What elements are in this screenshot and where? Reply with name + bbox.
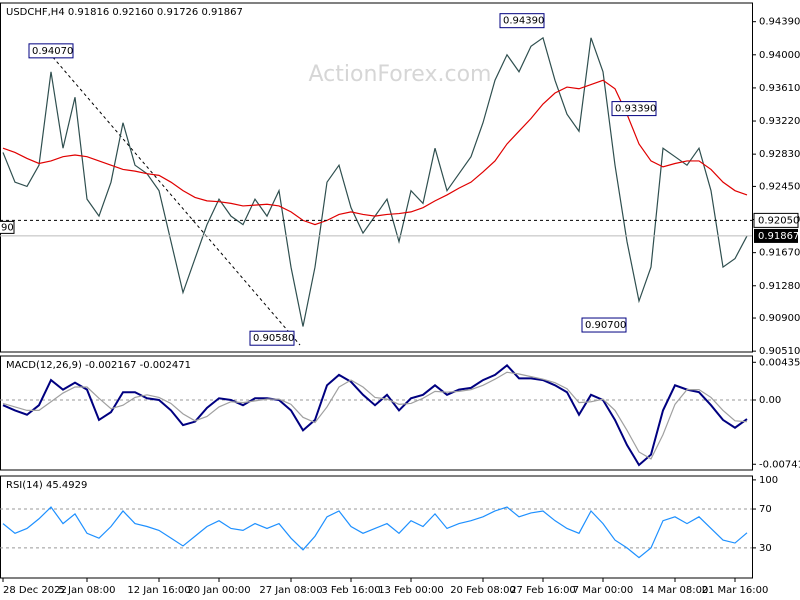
series-line	[2, 363, 748, 467]
y-tick-label: 100	[759, 475, 778, 486]
x-tick-label: 3 Feb 16:00	[321, 585, 380, 596]
last-price-box	[754, 228, 798, 243]
panel-frame	[0, 355, 753, 471]
y-tick-label: -0.007417	[759, 459, 800, 470]
y-tick-label: 0.00	[759, 395, 781, 406]
last-price-label: 0.91867	[758, 231, 799, 242]
y-tick-label: 0.93220	[759, 116, 800, 127]
y-tick-label: 0.91670	[759, 248, 800, 259]
price-label: 0.93390	[615, 104, 656, 115]
x-tick-label: 5 Jan 08:00	[59, 585, 116, 596]
x-tick-label: 20 Jan 00:00	[187, 585, 250, 596]
y-tick-label: 0.92450	[759, 181, 800, 192]
series-line	[2, 506, 748, 559]
y-tick-label: 0.94000	[759, 50, 800, 61]
x-tick-label: 27 Jan 08:00	[259, 585, 322, 596]
x-tick-label: 12 Jan 16:00	[127, 585, 190, 596]
y-tick-label: 0.90510	[759, 346, 800, 357]
x-tick-label: 14 Mar 08:00	[642, 585, 709, 596]
x-tick-label: 21 Mar 16:00	[702, 585, 769, 596]
x-tick-label: 13 Feb 00:00	[378, 585, 444, 596]
level-label: 0.92050	[758, 215, 799, 226]
panel-frame	[0, 2, 753, 353]
series-line	[2, 371, 748, 460]
x-tick-label: 28 Dec 2022	[3, 585, 67, 596]
price-label-box	[28, 43, 74, 59]
trend-line	[44, 47, 301, 346]
x-tick-label: 20 Feb 08:00	[450, 585, 516, 596]
panel-title: USDCHF,H4 0.91816 0.92160 0.91726 0.9186…	[6, 7, 243, 18]
y-tick-label: 0.91280	[759, 281, 800, 292]
level-box	[753, 212, 799, 228]
x-tick-label: 27 Feb 16:00	[510, 585, 576, 596]
level-left-label: 90	[1, 222, 14, 233]
price-label: 0.90700	[585, 320, 626, 331]
y-tick-label: 30	[759, 543, 772, 554]
price-label-box	[499, 13, 545, 29]
watermark: ActionForex.com	[309, 62, 492, 87]
y-tick-label: 0.90900	[759, 313, 800, 324]
x-tick-label: 7 Mar 00:00	[573, 585, 633, 596]
price-label-box	[581, 317, 627, 333]
price-label: 0.90580	[253, 333, 294, 344]
panel-title: RSI(14) 45.4929	[6, 480, 87, 491]
y-tick-label: 0.004354	[759, 357, 800, 368]
panel-title: MACD(12,26,9) -0.002167 -0.002471	[6, 360, 191, 371]
y-tick-label: 0.92830	[759, 149, 800, 160]
price-label-box	[611, 101, 657, 117]
panel-frame	[0, 475, 753, 579]
y-tick-label: 0.94390	[759, 17, 800, 28]
price-label: 0.94070	[32, 46, 73, 57]
level-left-box	[0, 220, 15, 234]
y-tick-label: 0.93610	[759, 83, 800, 94]
y-tick-label: 70	[759, 504, 772, 515]
price-label: 0.94390	[503, 16, 544, 27]
price-label-box	[249, 330, 295, 346]
